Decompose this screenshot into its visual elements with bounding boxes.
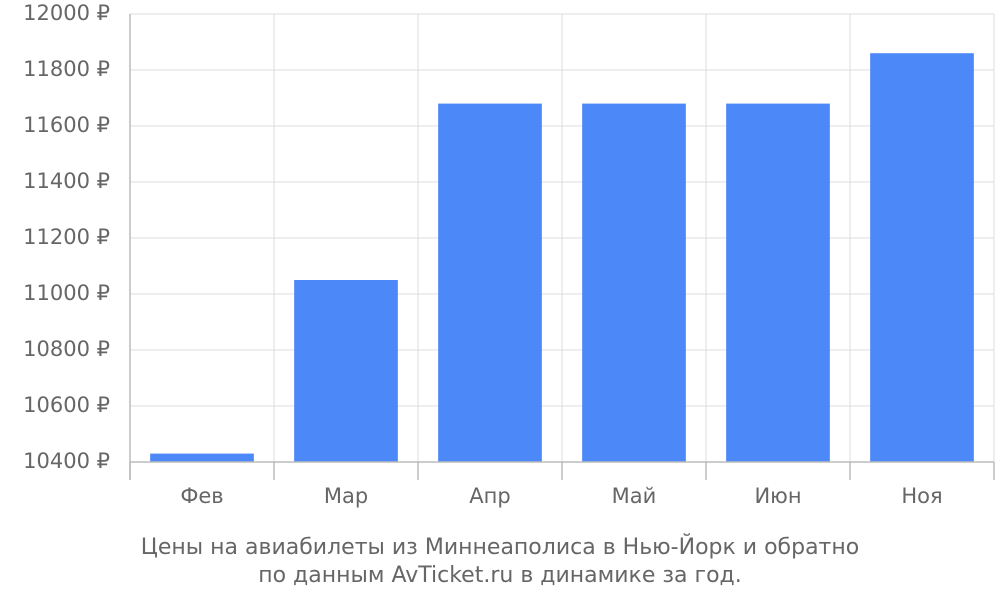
bar [438, 103, 542, 462]
x-tick-label: Июн [754, 484, 801, 508]
y-tick-label: 10600 ₽ [23, 393, 110, 417]
y-tick-label: 11600 ₽ [23, 113, 110, 137]
x-tick-label: Ноя [901, 484, 942, 508]
bar [582, 103, 686, 462]
y-tick-label: 11200 ₽ [23, 225, 110, 249]
bar [726, 103, 830, 462]
caption-line: Цены на авиабилеты из Миннеаполиса в Нью… [141, 534, 859, 560]
bar [870, 53, 974, 462]
caption-line: по данным AvTicket.ru в динамике за год. [258, 563, 742, 588]
x-tick-label: Апр [469, 484, 510, 508]
y-tick-label: 11000 ₽ [23, 281, 110, 305]
y-tick-label: 10800 ₽ [23, 337, 110, 361]
y-tick-label: 12000 ₽ [23, 1, 110, 25]
x-tick-label: Фев [180, 484, 223, 508]
x-tick-label: Май [612, 484, 657, 508]
y-tick-label: 11400 ₽ [23, 169, 110, 193]
bar [150, 453, 254, 462]
y-tick-label: 10400 ₽ [23, 449, 110, 473]
x-tick-label: Мар [324, 484, 368, 508]
y-tick-label: 11800 ₽ [23, 57, 110, 81]
bar [294, 280, 398, 462]
